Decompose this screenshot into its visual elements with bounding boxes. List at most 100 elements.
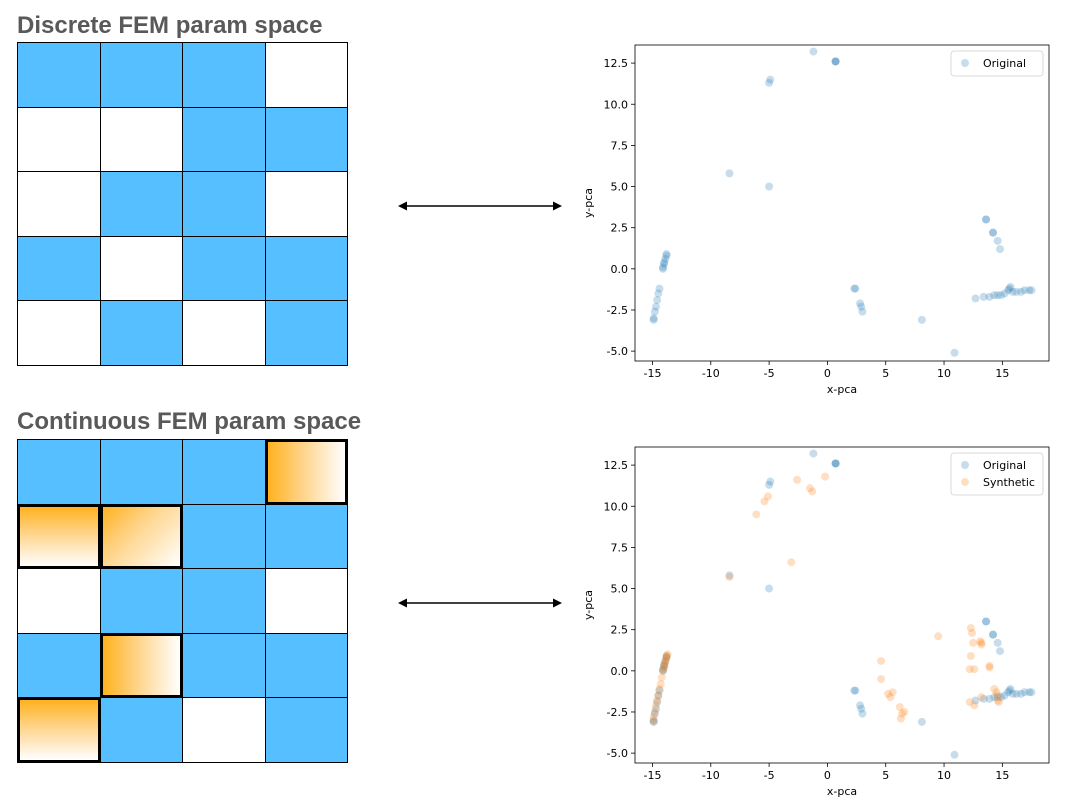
grid-cell-white	[265, 172, 348, 237]
legend-label: Synthetic	[983, 476, 1035, 489]
data-point	[877, 675, 886, 684]
grid-cell-blue	[100, 569, 183, 634]
data-point	[900, 707, 909, 716]
data-point	[968, 628, 977, 637]
y-tick-label: -5.0	[607, 345, 628, 358]
data-point	[1025, 688, 1034, 697]
data-point	[982, 617, 991, 626]
grid-cell-white	[18, 569, 101, 634]
data-point	[821, 472, 830, 481]
data-point	[653, 296, 662, 305]
data-point	[1027, 688, 1036, 697]
data-point	[660, 661, 669, 670]
data-point	[1012, 287, 1021, 296]
data-point	[808, 487, 817, 496]
legend: Original	[950, 50, 1044, 77]
grid-cell-blue	[18, 440, 101, 505]
y-tick-label: 2.5	[611, 222, 629, 235]
grid-cell-white	[18, 172, 101, 237]
data-point	[725, 169, 734, 178]
data-point	[990, 291, 999, 300]
data-point	[663, 650, 672, 659]
data-point	[725, 573, 734, 582]
grid-cell-white	[100, 107, 183, 173]
grid-cell-continuous	[99, 632, 183, 699]
data-point	[886, 693, 895, 702]
x-tick-label: 10	[937, 769, 951, 782]
data-point	[650, 707, 659, 716]
data-point	[1000, 691, 1009, 700]
y-axis-label: y-pca	[582, 188, 595, 218]
data-point	[650, 307, 659, 316]
data-point	[651, 701, 660, 710]
y-tick-label: 0.0	[611, 665, 629, 678]
data-point	[985, 292, 994, 301]
x-tick-label: 0	[824, 769, 831, 782]
data-point	[898, 709, 907, 718]
data-point	[1005, 284, 1014, 293]
data-point	[660, 258, 669, 267]
data-point	[989, 630, 998, 639]
data-point	[661, 658, 670, 667]
data-point	[989, 228, 998, 237]
data-point	[1008, 689, 1017, 698]
x-tick-label: 5	[882, 367, 889, 380]
grid-cell-white	[265, 569, 348, 634]
data-point	[662, 250, 671, 259]
grid-cell-blue	[265, 633, 348, 699]
data-point	[658, 263, 667, 272]
data-point	[971, 696, 980, 705]
data-point	[654, 289, 663, 298]
series-original	[649, 449, 1036, 759]
data-point	[658, 665, 667, 674]
data-point	[661, 254, 670, 263]
data-point	[655, 686, 664, 695]
data-point	[965, 665, 974, 674]
data-point	[877, 656, 886, 665]
data-point	[851, 284, 860, 293]
data-point	[765, 584, 774, 593]
data-point	[1017, 287, 1026, 296]
data-point	[1006, 282, 1015, 291]
y-tick-label: 5.0	[611, 181, 629, 194]
data-point	[856, 701, 865, 710]
grid-cell-blue	[183, 569, 266, 634]
data-point	[993, 696, 1002, 705]
data-point	[997, 693, 1006, 702]
grid-cell-blue	[265, 504, 348, 570]
data-point	[989, 228, 998, 237]
data-point	[1027, 286, 1036, 295]
data-point	[760, 497, 769, 506]
data-point	[787, 558, 796, 567]
discrete-param-grid	[17, 42, 348, 366]
data-point	[649, 717, 658, 726]
data-point	[917, 717, 926, 726]
grid-cell-white	[18, 301, 101, 366]
data-point	[969, 638, 978, 647]
grid-cell-blue	[265, 301, 348, 366]
data-point	[1000, 289, 1009, 298]
data-point	[884, 689, 893, 698]
data-point	[662, 653, 671, 662]
data-point	[977, 693, 986, 702]
y-tick-label: 10.0	[604, 98, 629, 111]
data-point	[809, 47, 818, 56]
data-point	[831, 459, 840, 468]
data-point	[979, 292, 988, 301]
data-point	[994, 698, 1003, 707]
data-point	[982, 215, 991, 224]
legend-box	[950, 452, 1044, 496]
data-point	[996, 245, 1005, 254]
plot-frame	[634, 44, 1050, 362]
series-synthetic	[649, 472, 1003, 726]
data-point	[857, 704, 866, 713]
grid-cell-blue	[18, 236, 101, 302]
data-point	[660, 663, 669, 672]
series-original	[649, 47, 1036, 357]
data-point	[1004, 688, 1013, 697]
data-point	[993, 691, 1002, 700]
x-tick-label: -5	[764, 367, 775, 380]
data-point	[1005, 686, 1014, 695]
grid-cell-blue	[183, 43, 266, 108]
data-point	[649, 314, 658, 323]
